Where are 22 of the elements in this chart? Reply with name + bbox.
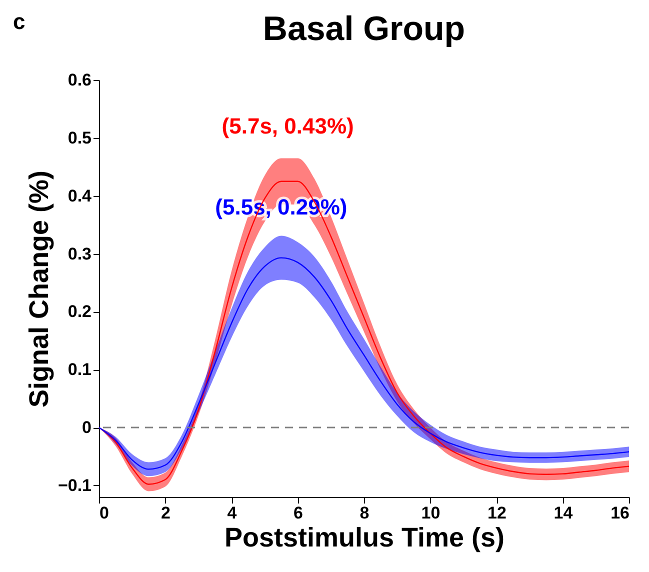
x-tick-label: 4: [227, 504, 238, 522]
x-tick-label: 12: [488, 504, 506, 522]
x-tick-label: 14: [554, 504, 574, 522]
text: c: [13, 9, 26, 34]
y-tick-label: 0.1: [68, 360, 92, 380]
y-axis-title: Signal Change (%): [24, 170, 54, 408]
annotation: (5.7s, 0.43%): [222, 113, 354, 138]
x-tick-label: 8: [360, 504, 370, 522]
y-tick-label: 0.3: [68, 244, 92, 264]
x-tick-label: 16: [610, 504, 630, 522]
x-tick-label: 2: [161, 504, 170, 522]
y-tick-label: −0.1: [58, 476, 92, 495]
x-tick-label: 0: [100, 504, 109, 522]
y-tick-label: 0.6: [68, 70, 92, 90]
y-tick-label: 0.4: [68, 186, 92, 206]
y-tick-label: 0.2: [68, 302, 92, 322]
x-tick-label: 10: [421, 504, 440, 522]
y-tick-label: 0.5: [68, 128, 92, 148]
y-tick-label: 0: [82, 418, 92, 437]
x-axis-title: Poststimulus Time (s): [224, 522, 505, 552]
chart-title: Basal Group: [262, 10, 466, 48]
x-tick-label: 6: [294, 504, 303, 522]
